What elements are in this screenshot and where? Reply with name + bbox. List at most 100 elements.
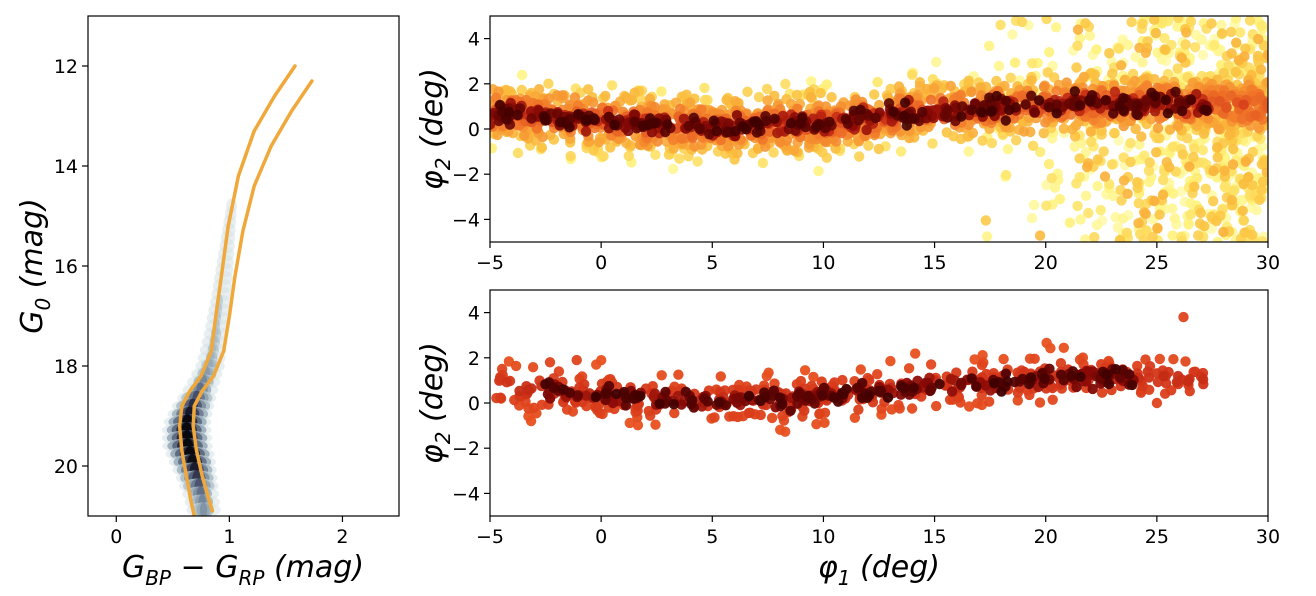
star-point [1192, 172, 1203, 184]
star-point [1069, 86, 1081, 97]
star-point [815, 87, 826, 99]
x-tick-label: 1 [223, 526, 235, 548]
member-point [755, 395, 766, 407]
cmd-y-label: G0 (mag) [15, 198, 55, 334]
member-point [709, 412, 720, 423]
sky-members-y-label: φ2 (deg) [415, 342, 455, 464]
member-point [1087, 383, 1098, 395]
star-point [742, 86, 753, 98]
star-point [1116, 60, 1127, 71]
y-tick-label: −2 [452, 438, 480, 460]
star-point [1261, 167, 1268, 178]
star-point [588, 97, 599, 108]
member-point [591, 359, 602, 370]
star-point [603, 111, 614, 123]
star-point [1198, 128, 1210, 139]
star-point [1104, 178, 1115, 190]
member-point [780, 426, 791, 437]
star-point [1154, 209, 1165, 220]
star-point [1228, 143, 1239, 155]
y-tick-label: 2 [468, 348, 480, 370]
star-point [1009, 57, 1021, 68]
star-point [1212, 236, 1223, 242]
y-tick-label: 0 [468, 393, 480, 415]
star-point [1208, 165, 1219, 177]
star-point [1049, 72, 1060, 83]
star-point [1230, 66, 1241, 78]
star-point [569, 92, 581, 103]
star-point [676, 133, 687, 144]
star-point [609, 119, 620, 131]
star-point [772, 127, 783, 139]
star-point [1144, 157, 1155, 168]
member-point [811, 419, 822, 430]
star-point [1167, 203, 1178, 214]
star-point [708, 115, 719, 127]
star-point [1138, 234, 1150, 242]
star-point [1044, 47, 1055, 58]
star-point [873, 143, 885, 155]
member-point [673, 369, 684, 380]
star-point [1028, 199, 1040, 211]
star-point [753, 91, 765, 103]
x-tick-label: 0 [595, 526, 607, 548]
star-point [652, 136, 663, 147]
star-point [737, 121, 748, 132]
star-point [1072, 200, 1083, 212]
star-point [955, 89, 966, 101]
y-tick-label: 0 [468, 119, 480, 141]
star-point [1176, 105, 1188, 117]
member-point [1066, 370, 1077, 382]
star-point [1151, 147, 1162, 158]
star-point [797, 112, 808, 124]
density-cell [199, 502, 208, 516]
isochrone-lines [177, 64, 314, 516]
star-point [941, 127, 952, 138]
member-point [945, 373, 957, 385]
star-point [888, 106, 899, 118]
star-point [1240, 43, 1251, 54]
member-point [976, 359, 988, 371]
member-point [893, 399, 904, 411]
star-point [1239, 227, 1251, 238]
y-tick-label: 4 [468, 29, 480, 51]
member-point [819, 417, 830, 428]
member-point [1002, 376, 1013, 387]
star-point [1038, 81, 1050, 93]
star-point [667, 163, 679, 175]
member-point [1154, 353, 1166, 365]
x-tick-label: 5 [706, 526, 718, 548]
star-point [1172, 21, 1183, 32]
member-point [1132, 360, 1143, 372]
x-tick-label: 30 [1256, 252, 1280, 274]
star-point [1262, 97, 1268, 109]
member-point [1055, 358, 1067, 369]
member-point [896, 381, 907, 392]
star-point [1238, 99, 1249, 110]
star-point [1219, 181, 1231, 193]
star-point [1226, 194, 1238, 206]
star-point [1011, 135, 1022, 146]
star-point [874, 99, 885, 111]
star-point [626, 94, 637, 106]
star-point [1257, 176, 1268, 187]
star-point [1149, 195, 1160, 207]
star-point [606, 80, 618, 91]
star-point [730, 126, 741, 137]
star-point [1134, 139, 1145, 150]
star-point [942, 112, 953, 123]
star-point [1253, 122, 1265, 134]
member-point [853, 404, 864, 415]
member-point [910, 348, 921, 359]
star-point [662, 119, 673, 130]
member-point [931, 400, 942, 412]
star-point [1218, 67, 1230, 79]
star-point [1043, 102, 1055, 113]
member-point [743, 407, 755, 419]
star-point [1085, 126, 1097, 137]
star-point [512, 147, 524, 159]
member-point [1103, 378, 1115, 390]
member-point [934, 378, 945, 390]
star-point [1043, 158, 1055, 170]
